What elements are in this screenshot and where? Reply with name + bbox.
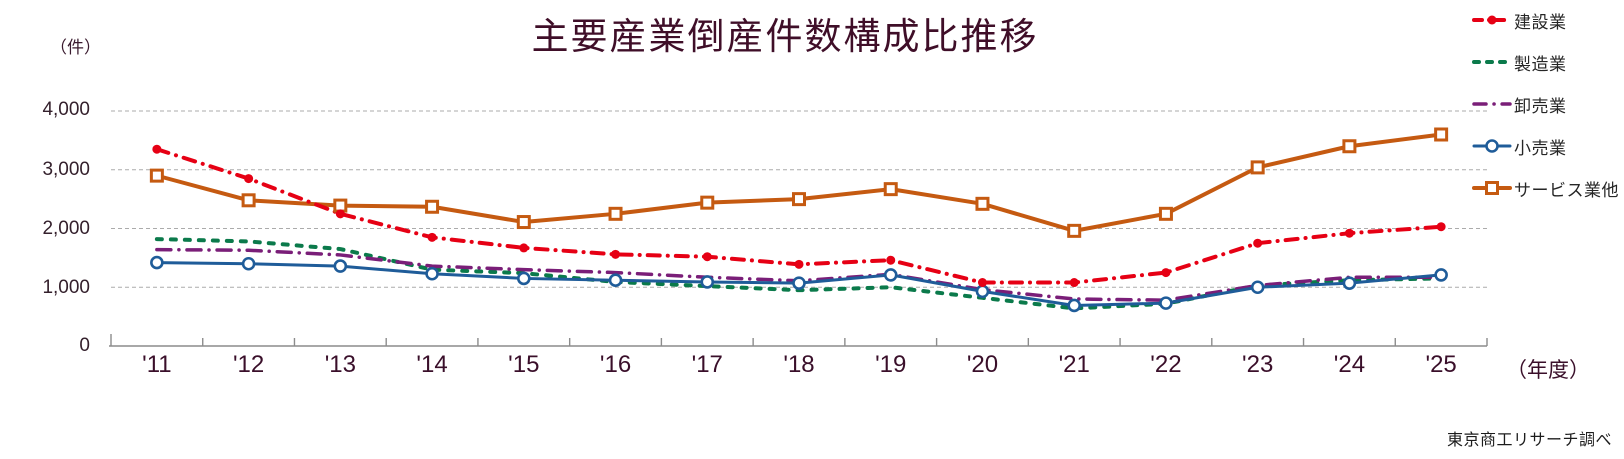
- y-tick-label-4000: 4,000: [42, 99, 90, 120]
- series-line-1: [154, 237, 1444, 311]
- y-tick-label-3000: 3,000: [42, 159, 90, 180]
- legend-swatch-wholesale-icon: [1472, 102, 1512, 106]
- series-line-2: [155, 247, 1443, 302]
- x-tick-label: '23: [1242, 351, 1274, 378]
- x-tick-label: '22: [1150, 351, 1182, 378]
- x-tick-label: '17: [691, 351, 723, 378]
- legend-label: 卸売業: [1514, 96, 1567, 116]
- x-tick-label: '13: [324, 351, 356, 378]
- y-axis-unit-label: （件）: [50, 38, 101, 57]
- legend-label: 建設業: [1514, 12, 1567, 32]
- x-tick-label: '19: [875, 351, 907, 378]
- x-tick-label: '14: [416, 351, 448, 378]
- x-axis-tick-labels: '11 '12 '13 '14 '15 '16 '17 '18 '19 '20 …: [111, 351, 1487, 379]
- legend-item-wholesale: 卸売業: [1472, 90, 1619, 118]
- source-note: 東京商工リサーチ調べ: [1446, 432, 1612, 449]
- legend-item-services: サービス業他: [1472, 174, 1619, 202]
- legend-item-retail: 小売業: [1472, 132, 1619, 160]
- x-tick-label: '18: [783, 351, 815, 378]
- legend-swatch-services-icon: [1472, 181, 1512, 195]
- x-tick-label: '21: [1058, 351, 1090, 378]
- legend-swatch-retail-icon: [1472, 139, 1512, 153]
- legend-swatch-construction-icon: [1472, 15, 1512, 25]
- chart-title: 主要産業倒産件数構成比推移: [531, 16, 1039, 57]
- legend-item-construction: 建設業: [1472, 6, 1619, 34]
- legend-item-manufacturing: 製造業: [1472, 48, 1619, 76]
- x-tick-label: '11: [142, 351, 172, 378]
- series-markers-4: [149, 127, 1449, 238]
- x-tick-label: '24: [1333, 351, 1366, 378]
- y-tick-label-2000: 2,000: [42, 218, 90, 239]
- y-tick-label-1000: 1,000: [42, 277, 90, 298]
- legend-label: 小売業: [1514, 138, 1567, 158]
- legend-swatch-manufacturing-icon: [1472, 60, 1512, 64]
- series-markers-0: [152, 144, 1446, 288]
- x-axis-unit-label: （年度）: [1506, 359, 1590, 382]
- x-tick-label: '12: [232, 351, 265, 378]
- legend-label: 製造業: [1514, 54, 1567, 74]
- legend-label: サービス業他: [1514, 180, 1619, 200]
- x-tick-label: '20: [966, 351, 999, 378]
- x-tick-label: '15: [508, 351, 540, 378]
- legend: 建設業 製造業 卸売業 小売業 サービス業他: [1472, 6, 1619, 216]
- x-tick-label: '16: [599, 351, 632, 378]
- series-markers-3: [150, 255, 1448, 313]
- x-tick-label: '25: [1425, 351, 1457, 378]
- y-tick-label-0: 0: [79, 335, 90, 356]
